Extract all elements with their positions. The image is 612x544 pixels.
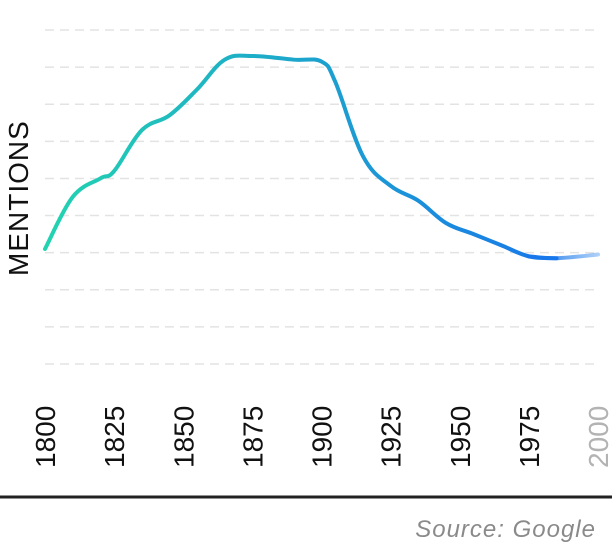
x-tick-label: 1950 [445,406,476,468]
source-text: Source: Google [415,516,596,543]
x-tick-label: 2000 [583,406,612,468]
line-series [43,53,600,261]
x-axis-ticks: 1800 1825 1850 1875 1900 1925 1950 1975 2000 [30,406,612,468]
x-tick-label: 1800 [30,406,61,468]
grid [45,29,598,365]
x-tick-label: 1875 [237,406,268,468]
y-axis-label: MENTIONS [3,120,34,276]
x-tick-label: 1925 [376,406,407,468]
x-tick-label: 1850 [168,406,199,468]
x-tick-label: 1975 [514,406,545,468]
x-tick-label: 1900 [307,406,338,468]
line-series-tail [526,252,600,261]
line-series-main [43,53,559,261]
x-tick-label: 1825 [99,406,130,468]
